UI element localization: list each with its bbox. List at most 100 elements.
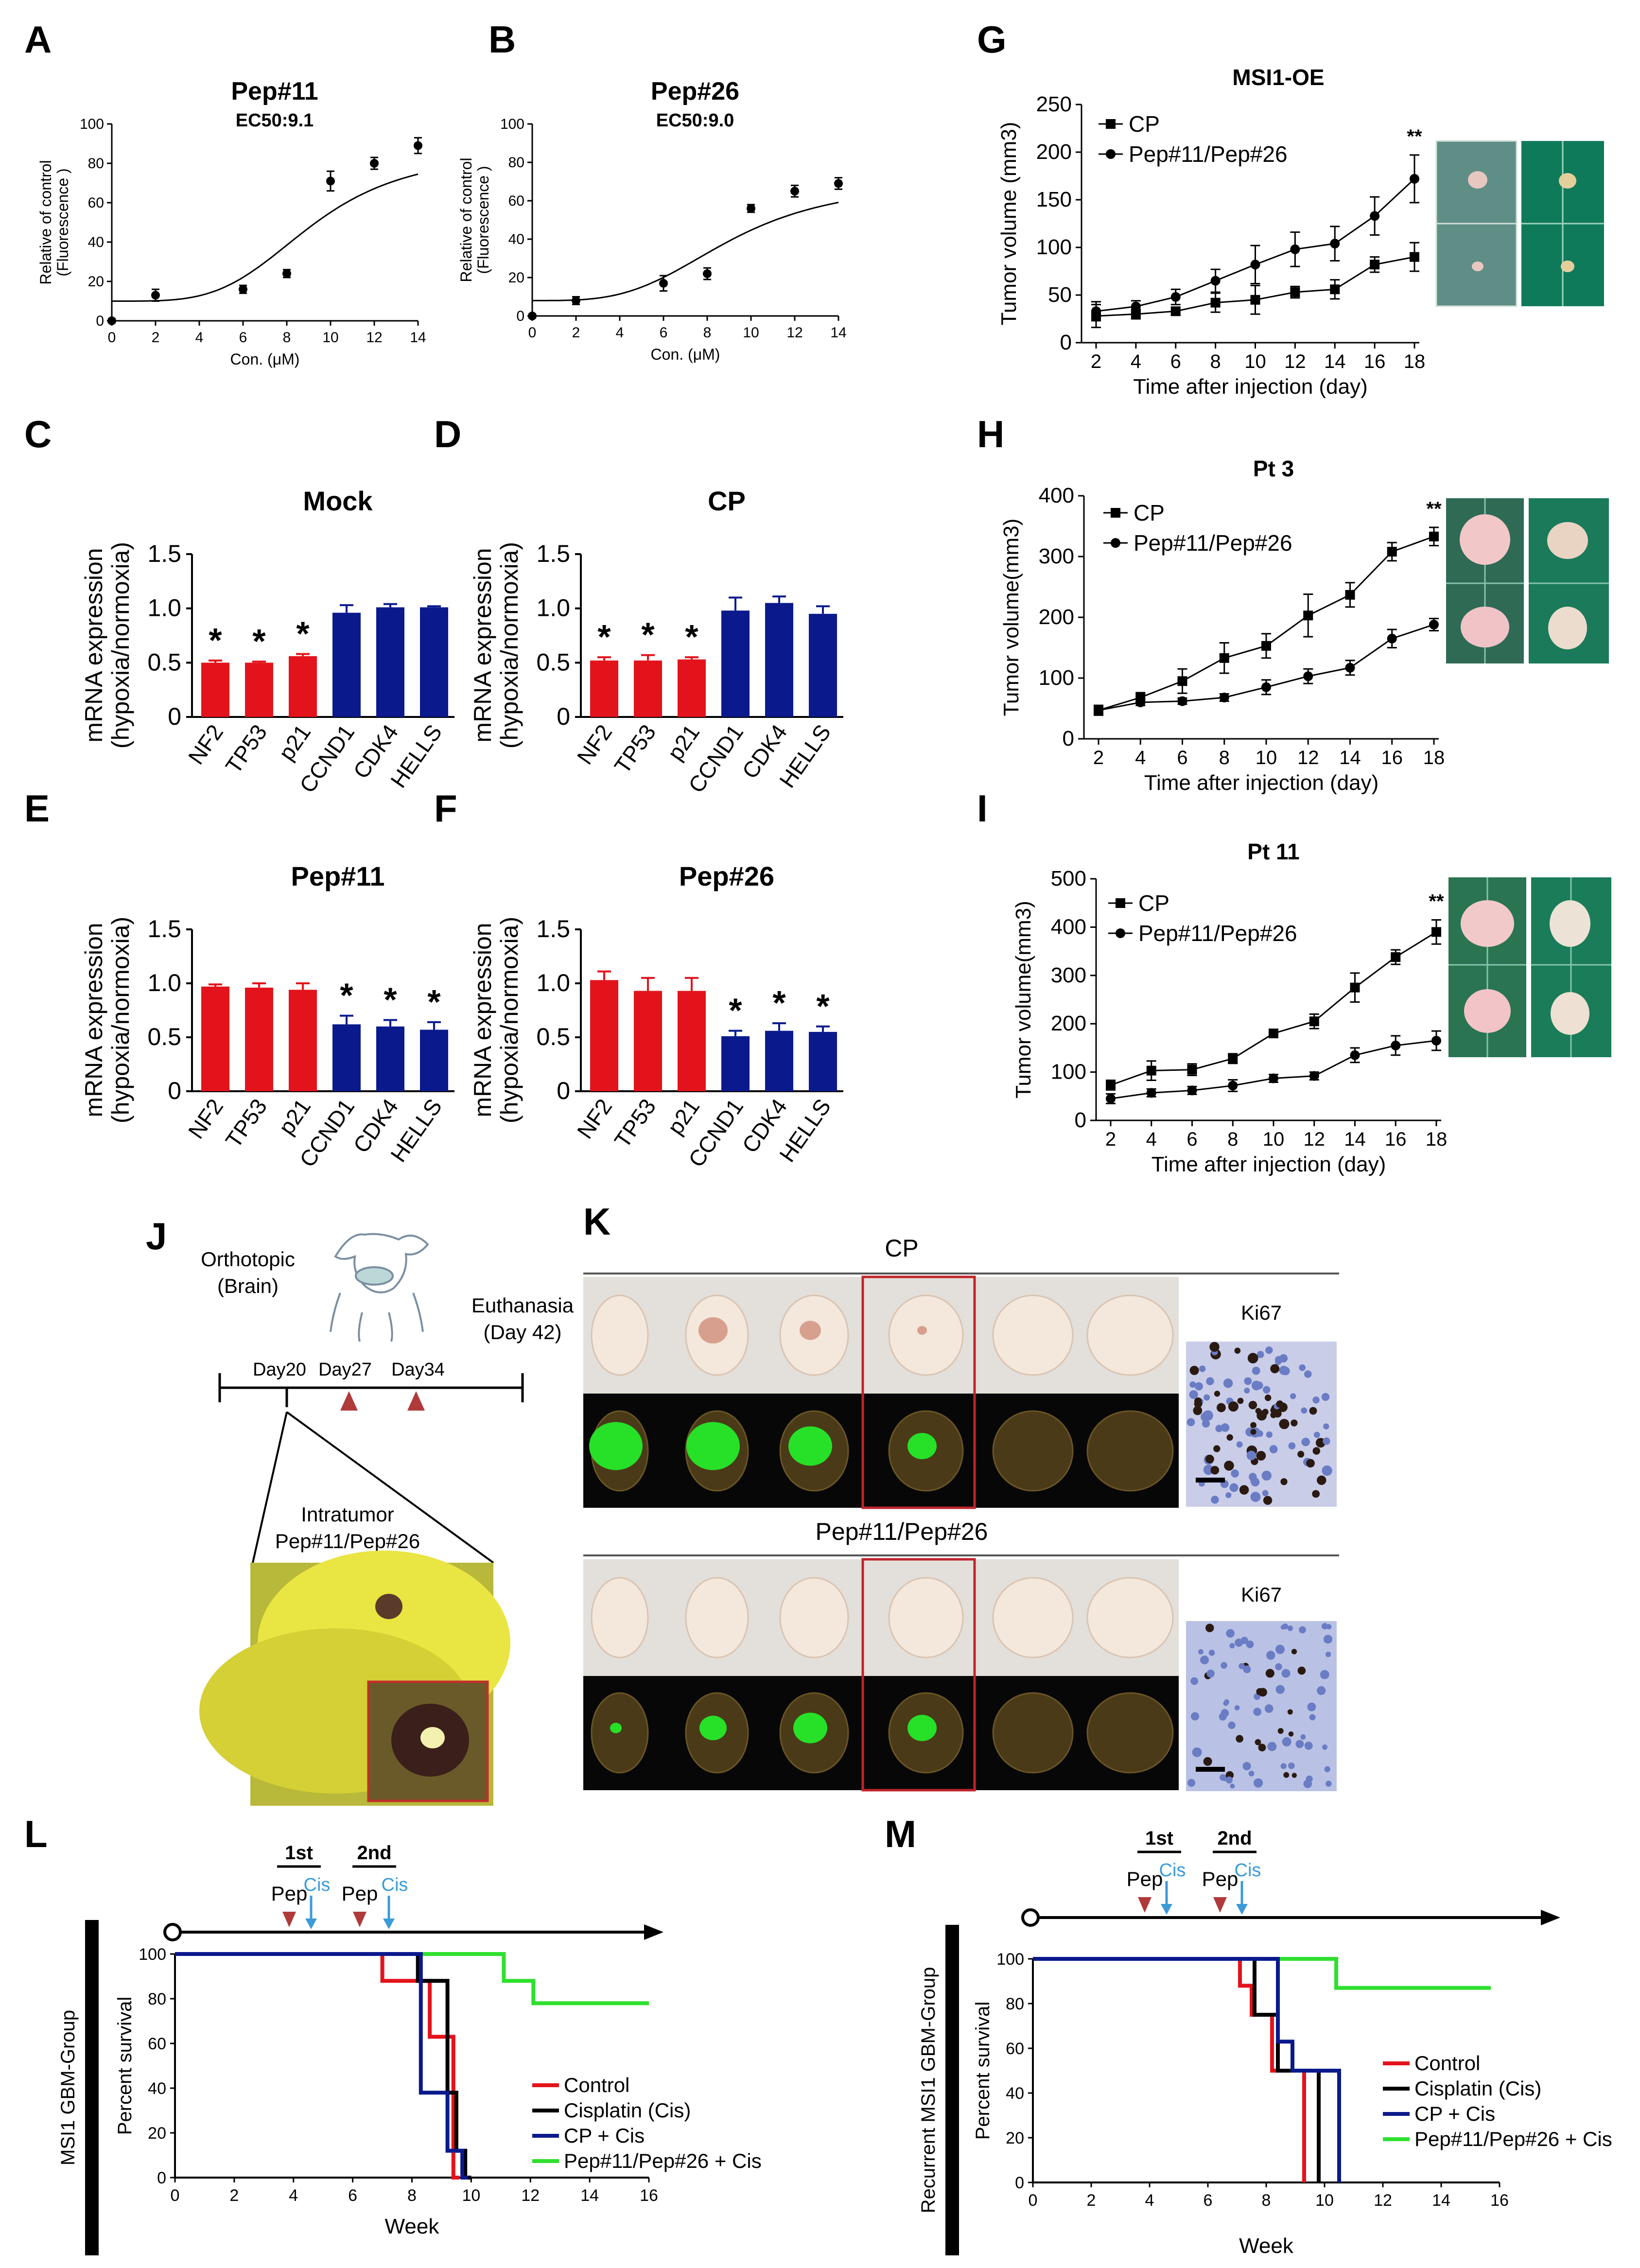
brain-section — [992, 1294, 1074, 1376]
pep-label: Pep — [1127, 1867, 1163, 1890]
x-tick-label: 4 — [1135, 747, 1146, 768]
data-point — [1228, 1081, 1238, 1091]
y-tick-label: 100 — [1051, 1060, 1086, 1084]
chart-a-ec50-pep11: Pep#11 EC50:9.1 0 20 40 60 80 100 0 2 4 6 8 10 12 14 Con… — [37, 77, 426, 368]
data-point — [1429, 620, 1439, 629]
data-point — [1261, 641, 1271, 651]
tumor-region — [589, 1422, 643, 1470]
y-tick-label: 80 — [88, 156, 104, 172]
nucleus — [1234, 1347, 1241, 1354]
nucleus — [1226, 1629, 1235, 1638]
significance-star: * — [252, 622, 266, 660]
orthotopic-sub-label: (Brain) — [217, 1274, 279, 1297]
data-point — [1106, 1094, 1116, 1104]
significance-star: * — [729, 992, 742, 1029]
legend-marker — [1106, 149, 1116, 159]
nucleus — [1253, 1708, 1262, 1716]
nucleus — [1323, 1423, 1329, 1430]
data-point — [1309, 1071, 1319, 1081]
x-tick-label: 2 — [1087, 2191, 1096, 2210]
x-tick-label: 12 — [1374, 2191, 1392, 2210]
nucleus — [1312, 1490, 1320, 1498]
x-tick-label: 12 — [786, 325, 803, 341]
nucleus — [1256, 1450, 1266, 1461]
cis-arrow-icon — [1236, 1904, 1248, 1915]
data-point — [572, 296, 580, 305]
y-tick-label: 1.0 — [536, 594, 570, 622]
brain-section — [779, 1577, 849, 1658]
nucleus — [1187, 1779, 1196, 1787]
y-tick-label: 40 — [508, 231, 524, 247]
legend-label: Pep#11/Pep#26 + Cis — [564, 2149, 762, 2172]
x-tick-label: 12 — [1297, 747, 1319, 768]
chart-title: Pt 3 — [1253, 456, 1294, 481]
nucleus — [1280, 1478, 1288, 1485]
data-point — [151, 291, 160, 300]
data-point — [1429, 531, 1439, 541]
x-axis-label: Con. (μM) — [230, 350, 300, 368]
significance-star: * — [209, 621, 222, 659]
x-tick-label: 12 — [1304, 1129, 1326, 1150]
chart-b-ec50-pep26: Pep#26 EC50:9.0 0 20 40 60 80 100 0 2 4 6 8 10 12 14 Con… — [457, 77, 847, 363]
data-point — [834, 179, 843, 188]
x-tick-label: 8 — [1210, 351, 1221, 372]
ki67-label-bottom: Ki67 — [1241, 1583, 1282, 1606]
data-point — [1350, 1050, 1360, 1060]
x-tick-label: 2 — [1091, 351, 1101, 372]
brain-row-cp-fluorescence — [589, 1410, 1174, 1492]
data-point — [1330, 239, 1340, 249]
nucleus — [1190, 1712, 1200, 1721]
data-point — [1131, 301, 1141, 312]
nucleus — [1256, 1688, 1264, 1695]
category-label: p21 — [663, 720, 705, 765]
y-tick-label: 400 — [1039, 484, 1074, 507]
nucleus — [1229, 1483, 1239, 1492]
day20-label: Day20 — [253, 1360, 306, 1380]
brain-section — [888, 1294, 964, 1376]
x-tick-label: 6 — [1186, 1129, 1197, 1150]
y-axis-label: mRNA expression — [469, 923, 496, 1117]
data-point — [1269, 1073, 1278, 1083]
x-tick-label: 2 — [1093, 747, 1104, 768]
nucleus — [1226, 1434, 1233, 1441]
data-point — [1094, 705, 1103, 715]
nucleus — [1199, 1365, 1206, 1372]
survival-curve-green — [175, 1952, 649, 2006]
nucleus — [1265, 1669, 1274, 1678]
series-line — [1110, 1040, 1437, 1099]
bar — [721, 611, 750, 717]
y-axis-label: (Fluorescence ) — [54, 168, 71, 276]
x-tick-label: 8 — [1227, 1129, 1238, 1150]
bar — [376, 1026, 404, 1091]
data-point — [1345, 663, 1355, 673]
nucleus — [1261, 1470, 1272, 1481]
tumor-region — [907, 1715, 937, 1741]
tumor-region — [793, 1712, 827, 1744]
y-tick-label: 20 — [508, 270, 524, 286]
nucleus — [1192, 1747, 1202, 1757]
x-tick-label: 8 — [1219, 747, 1230, 768]
nucleus — [1209, 1342, 1220, 1352]
cis-label: Cis — [304, 1875, 331, 1895]
cis-arrow-icon — [1161, 1904, 1172, 1915]
brain-section — [591, 1294, 649, 1376]
y-tick-label: 0.5 — [536, 648, 570, 676]
x-tick-label: 18 — [1423, 747, 1445, 768]
nucleus — [1279, 1365, 1289, 1375]
significance-label: ** — [1426, 498, 1442, 520]
chart-title: Pep#26 — [679, 861, 774, 891]
tumor-photo-i — [1448, 877, 1611, 1057]
nucleus — [1287, 1625, 1293, 1631]
brain-section — [992, 1692, 1074, 1774]
survival-curve-red — [175, 1952, 459, 2180]
nucleus — [1200, 1656, 1209, 1665]
x-axis-label: Con. (μM) — [651, 346, 720, 363]
data-point — [1219, 693, 1229, 702]
category-label: TP53 — [221, 720, 272, 778]
y-axis-label: (hypoxia/normoxia) — [496, 542, 523, 749]
nucleus — [1326, 1780, 1332, 1787]
nucleus — [1295, 1740, 1304, 1748]
nucleus — [1239, 1485, 1249, 1495]
chart-title: MSI1-OE — [1232, 65, 1324, 90]
y-tick-label: 1.5 — [147, 915, 181, 942]
